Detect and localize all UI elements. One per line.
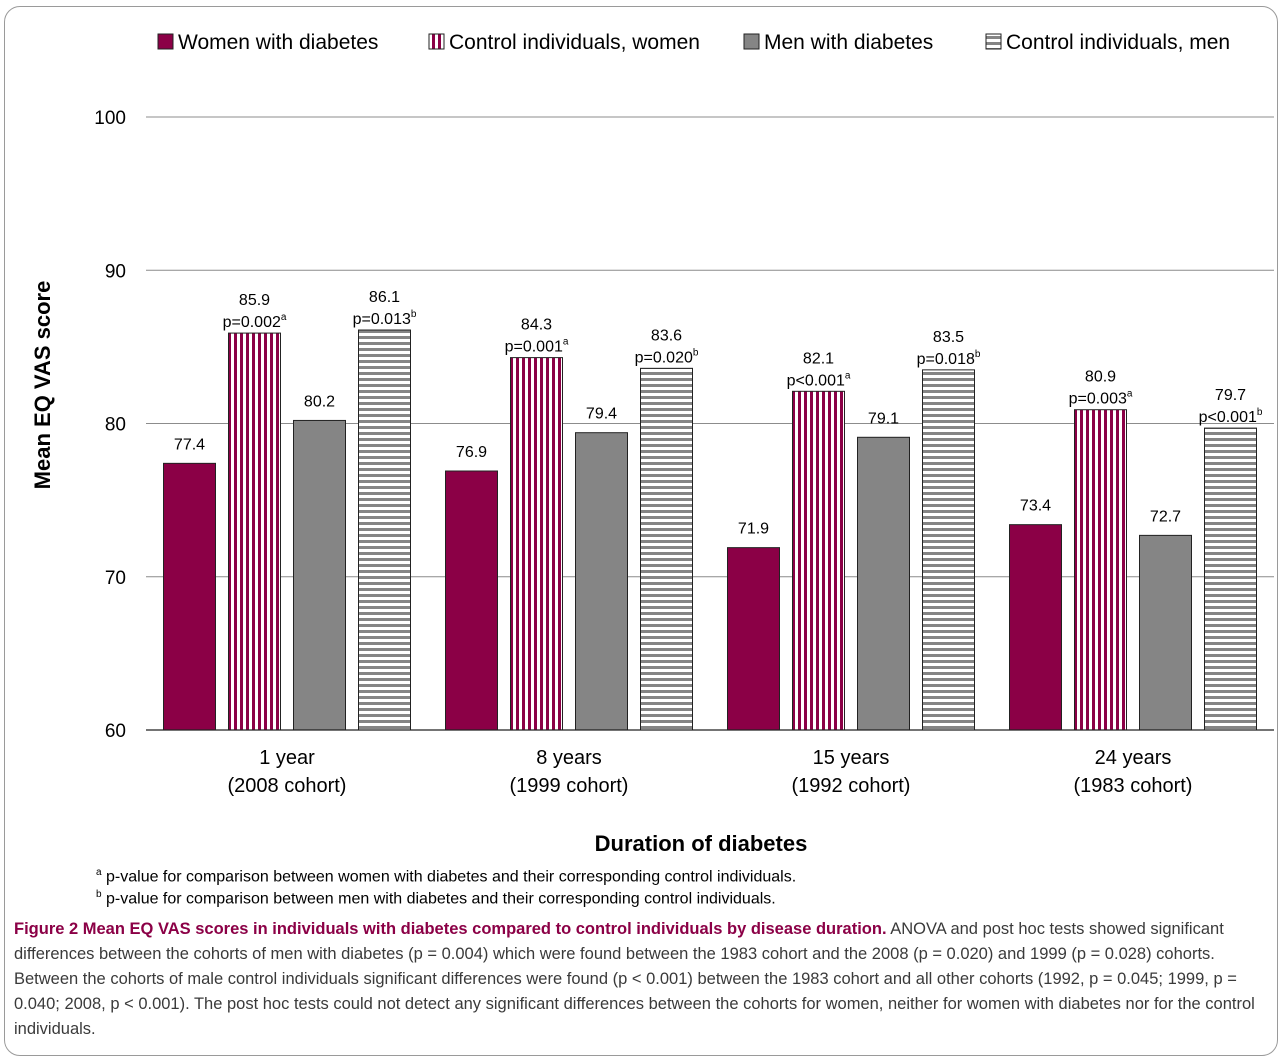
value-label: 82.1: [803, 350, 834, 367]
value-label: 79.1: [868, 410, 899, 427]
legend-swatch: [985, 33, 1002, 50]
value-label: 83.6: [651, 327, 682, 344]
value-label: 79.4: [586, 406, 617, 423]
bar: [1204, 427, 1257, 731]
legend-swatch: [157, 33, 174, 50]
footnote-a-text: p-value for comparison between women wit…: [101, 868, 797, 886]
footnote-b-text: p-value for comparison between men with …: [101, 890, 776, 908]
figure-caption: Figure 2 Mean EQ VAS scores in individua…: [14, 917, 1266, 1042]
x-tick-label: 1 year: [259, 747, 315, 769]
bar: [1139, 534, 1192, 731]
value-label: 80.9: [1085, 369, 1116, 386]
bar: [575, 432, 628, 731]
footnote-a: a p-value for comparison between women w…: [96, 867, 796, 886]
x-tick-labels: 1 year (2008 cohort) 8 years (1999 cohort) 1…: [228, 747, 1193, 797]
bar: [163, 462, 216, 731]
y-tick-label: 90: [105, 261, 126, 282]
y-tick-label: 70: [105, 568, 126, 589]
caption-title: Figure 2 Mean EQ VAS scores in individua…: [14, 920, 887, 938]
bar: [792, 390, 845, 731]
bar: [510, 357, 563, 731]
bar: [445, 470, 498, 731]
legend-entry: Women with diabetes: [178, 31, 378, 54]
p-value-label: p=0.013b: [353, 309, 417, 328]
bar: [1074, 409, 1127, 731]
footnote-b: b p-value for comparison between men wit…: [96, 889, 776, 908]
value-label: 73.4: [1020, 498, 1051, 515]
bar: [922, 369, 975, 731]
legend-entry: Men with diabetes: [764, 31, 933, 54]
p-value-label: p<0.001b: [1199, 407, 1263, 426]
y-tick-label: 80: [105, 415, 126, 436]
bar-groups: 77.4 85.9 p=0.002a 80.2 86.1 p=0.013b 76.9 84.3…: [146, 289, 1274, 731]
x-tick-label: 8 years: [536, 747, 602, 769]
bar: [228, 332, 281, 731]
bar: [857, 436, 910, 731]
chart-legend: Women with diabetes Control individuals, …: [157, 31, 1230, 54]
y-axis-label: Mean EQ VAS score: [30, 281, 55, 490]
p-value-label: p=0.018b: [917, 349, 981, 368]
value-label: 79.7: [1215, 387, 1246, 404]
bar-chart: Women with diabetes Control individuals, …: [30, 31, 1274, 856]
footnote-a-mark: a: [96, 867, 102, 878]
value-label: 71.9: [738, 521, 769, 538]
value-label: 86.1: [369, 289, 400, 306]
value-label: 76.9: [456, 444, 487, 461]
bar: [358, 329, 411, 731]
x-tick-sublabel: (1992 cohort): [792, 775, 911, 797]
value-label: 72.7: [1150, 508, 1181, 525]
p-value-label: p=0.020b: [635, 347, 699, 366]
legend-entry: Control individuals, men: [1006, 31, 1230, 54]
x-tick-sublabel: (1999 cohort): [510, 775, 629, 797]
bar: [727, 547, 780, 731]
value-label: 85.9: [239, 292, 270, 309]
x-axis-label: Duration of diabetes: [595, 831, 808, 856]
bar: [1009, 524, 1062, 731]
caption-body: ANOVA and post hoc tests showed signific…: [14, 920, 1255, 1038]
value-label: 84.3: [521, 317, 552, 334]
value-label: 77.4: [174, 436, 205, 453]
x-tick-label: 15 years: [813, 747, 890, 769]
p-value-label: p=0.003a: [1069, 389, 1133, 408]
legend-entry: Control individuals, women: [449, 31, 700, 54]
y-tick-label: 60: [105, 721, 126, 742]
y-tick-labels: 60 70 80 90 100: [94, 108, 126, 742]
value-label: 83.5: [933, 329, 964, 346]
value-label: 80.2: [304, 393, 335, 410]
p-value-label: p=0.001a: [505, 337, 569, 356]
x-tick-sublabel: (2008 cohort): [228, 775, 347, 797]
bar: [640, 367, 693, 731]
legend-swatch: [743, 33, 760, 50]
x-tick-label: 24 years: [1095, 747, 1172, 769]
legend-swatch: [428, 33, 445, 50]
footnote-b-mark: b: [96, 889, 102, 900]
x-tick-sublabel: (1983 cohort): [1074, 775, 1193, 797]
p-value-label: p=0.002a: [223, 312, 287, 331]
p-value-label: p<0.001a: [787, 370, 851, 389]
y-tick-label: 100: [94, 108, 126, 129]
bar: [293, 419, 346, 731]
